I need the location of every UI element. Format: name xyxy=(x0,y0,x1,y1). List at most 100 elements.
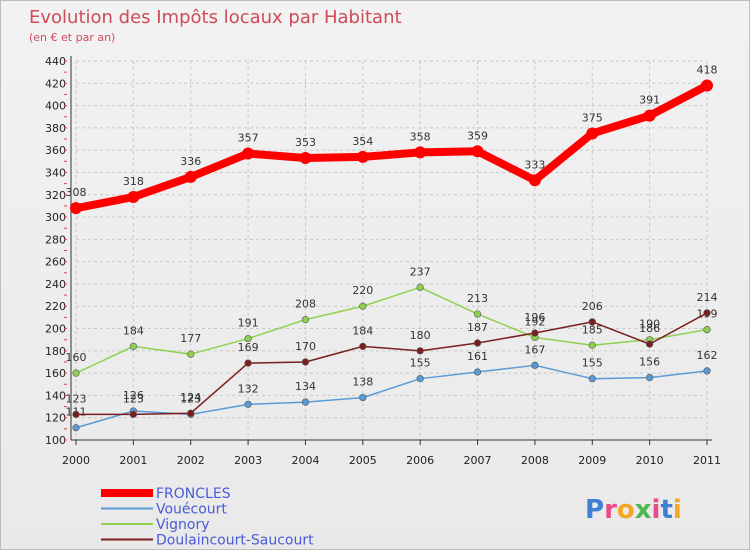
data-point xyxy=(416,375,424,383)
data-point xyxy=(301,358,310,366)
series-vignory: 160184177191208220237213192185190199 xyxy=(66,265,718,377)
data-point xyxy=(72,424,80,432)
data-point xyxy=(471,145,484,158)
data-label: 391 xyxy=(639,94,660,107)
data-point xyxy=(242,147,255,160)
y-tick-label: 360 xyxy=(45,144,66,157)
x-tick-label: 2007 xyxy=(464,454,492,467)
data-point xyxy=(531,361,539,369)
x-tick-label: 2001 xyxy=(119,454,147,467)
data-label: 161 xyxy=(467,350,488,363)
data-label: 138 xyxy=(352,376,373,389)
data-point xyxy=(588,318,596,326)
data-label: 184 xyxy=(123,324,144,337)
x-tick-label: 2010 xyxy=(636,454,664,467)
data-point xyxy=(127,190,140,203)
logo-letter: P xyxy=(585,495,604,525)
data-label: 123 xyxy=(66,392,87,405)
series-line xyxy=(75,364,708,429)
data-label: 169 xyxy=(238,341,259,354)
data-label: 123 xyxy=(123,392,144,405)
data-label: 333 xyxy=(524,158,545,171)
data-point xyxy=(416,347,424,355)
data-label: 375 xyxy=(582,111,603,124)
data-point xyxy=(703,309,711,317)
series-group: 1111261231321341381551611671551561621601… xyxy=(66,64,718,432)
data-label: 156 xyxy=(639,356,660,369)
data-label: 167 xyxy=(524,343,545,356)
data-point xyxy=(359,342,367,350)
data-point xyxy=(70,202,82,215)
data-label: 134 xyxy=(295,380,316,393)
legend-label: Vignory xyxy=(156,517,210,533)
y-tick-label: 380 xyxy=(45,122,66,135)
data-label: 208 xyxy=(295,298,316,311)
data-point xyxy=(187,409,195,417)
data-label: 308 xyxy=(66,186,87,199)
data-point xyxy=(301,316,310,324)
y-tick-label: 300 xyxy=(45,211,66,224)
data-label: 126 xyxy=(123,389,144,402)
data-point xyxy=(72,369,80,377)
data-point xyxy=(646,340,654,348)
data-point xyxy=(359,302,367,310)
data-label: 237 xyxy=(410,265,431,278)
data-point xyxy=(473,339,482,347)
logo-letter: o xyxy=(617,495,635,525)
data-label: 160 xyxy=(66,351,87,364)
x-tick-label: 2004 xyxy=(291,454,319,467)
data-point xyxy=(414,146,427,159)
data-point xyxy=(416,283,424,291)
grid xyxy=(75,60,708,441)
series-froncles: 308 318 336 357 353 354 358 359 333 375 391 418 xyxy=(66,64,718,215)
x-tick-label: 2000 xyxy=(62,454,90,467)
y-tick-label: 440 xyxy=(45,55,66,68)
y-tick-label: 280 xyxy=(45,233,66,246)
axes: 1001201401601802002202402602803003203403… xyxy=(45,55,721,467)
x-tick-label: 2002 xyxy=(177,454,205,467)
y-tick-label: 120 xyxy=(45,412,66,425)
data-label: 184 xyxy=(352,324,373,337)
data-label: 220 xyxy=(352,284,373,297)
y-tick-label: 160 xyxy=(45,367,66,380)
data-label: 191 xyxy=(238,317,259,330)
data-point xyxy=(129,342,137,350)
data-point xyxy=(244,334,252,343)
data-label: 354 xyxy=(352,135,373,148)
data-point xyxy=(473,368,482,376)
y-tick-label: 100 xyxy=(45,434,66,447)
logo-letter: i xyxy=(673,495,682,525)
data-label: 162 xyxy=(697,349,718,362)
data-label: 123 xyxy=(180,392,201,405)
data-label: 214 xyxy=(697,291,718,304)
y-tick-label: 140 xyxy=(45,389,66,402)
data-label: 190 xyxy=(639,318,660,331)
series-vou-court: 111126123132134138155161167155156162 xyxy=(66,343,718,432)
data-label: 359 xyxy=(467,129,488,142)
y-tick-label: 240 xyxy=(45,278,66,291)
data-point xyxy=(244,359,252,367)
y-tick-label: 320 xyxy=(45,189,66,202)
data-point xyxy=(187,350,195,358)
data-point xyxy=(473,310,482,318)
data-label: 155 xyxy=(582,357,603,370)
data-point xyxy=(586,127,599,140)
data-point xyxy=(703,326,711,334)
data-label: 418 xyxy=(697,64,718,77)
y-tick-label: 260 xyxy=(45,256,66,269)
logo-letter: t xyxy=(660,495,672,525)
x-tick-label: 2009 xyxy=(578,454,606,467)
y-tick-label: 400 xyxy=(45,100,66,113)
y-tick-label: 200 xyxy=(45,323,66,336)
data-label: 206 xyxy=(582,300,603,313)
data-label: 318 xyxy=(123,175,144,188)
data-label: 196 xyxy=(524,311,545,324)
y-tick-label: 180 xyxy=(45,345,66,358)
proxiti-logo: Proxiti xyxy=(585,495,682,525)
data-label: 177 xyxy=(180,332,201,345)
y-tick-label: 340 xyxy=(45,166,66,179)
data-point xyxy=(359,394,367,402)
data-point xyxy=(646,373,654,382)
x-tick-label: 2008 xyxy=(521,454,549,467)
